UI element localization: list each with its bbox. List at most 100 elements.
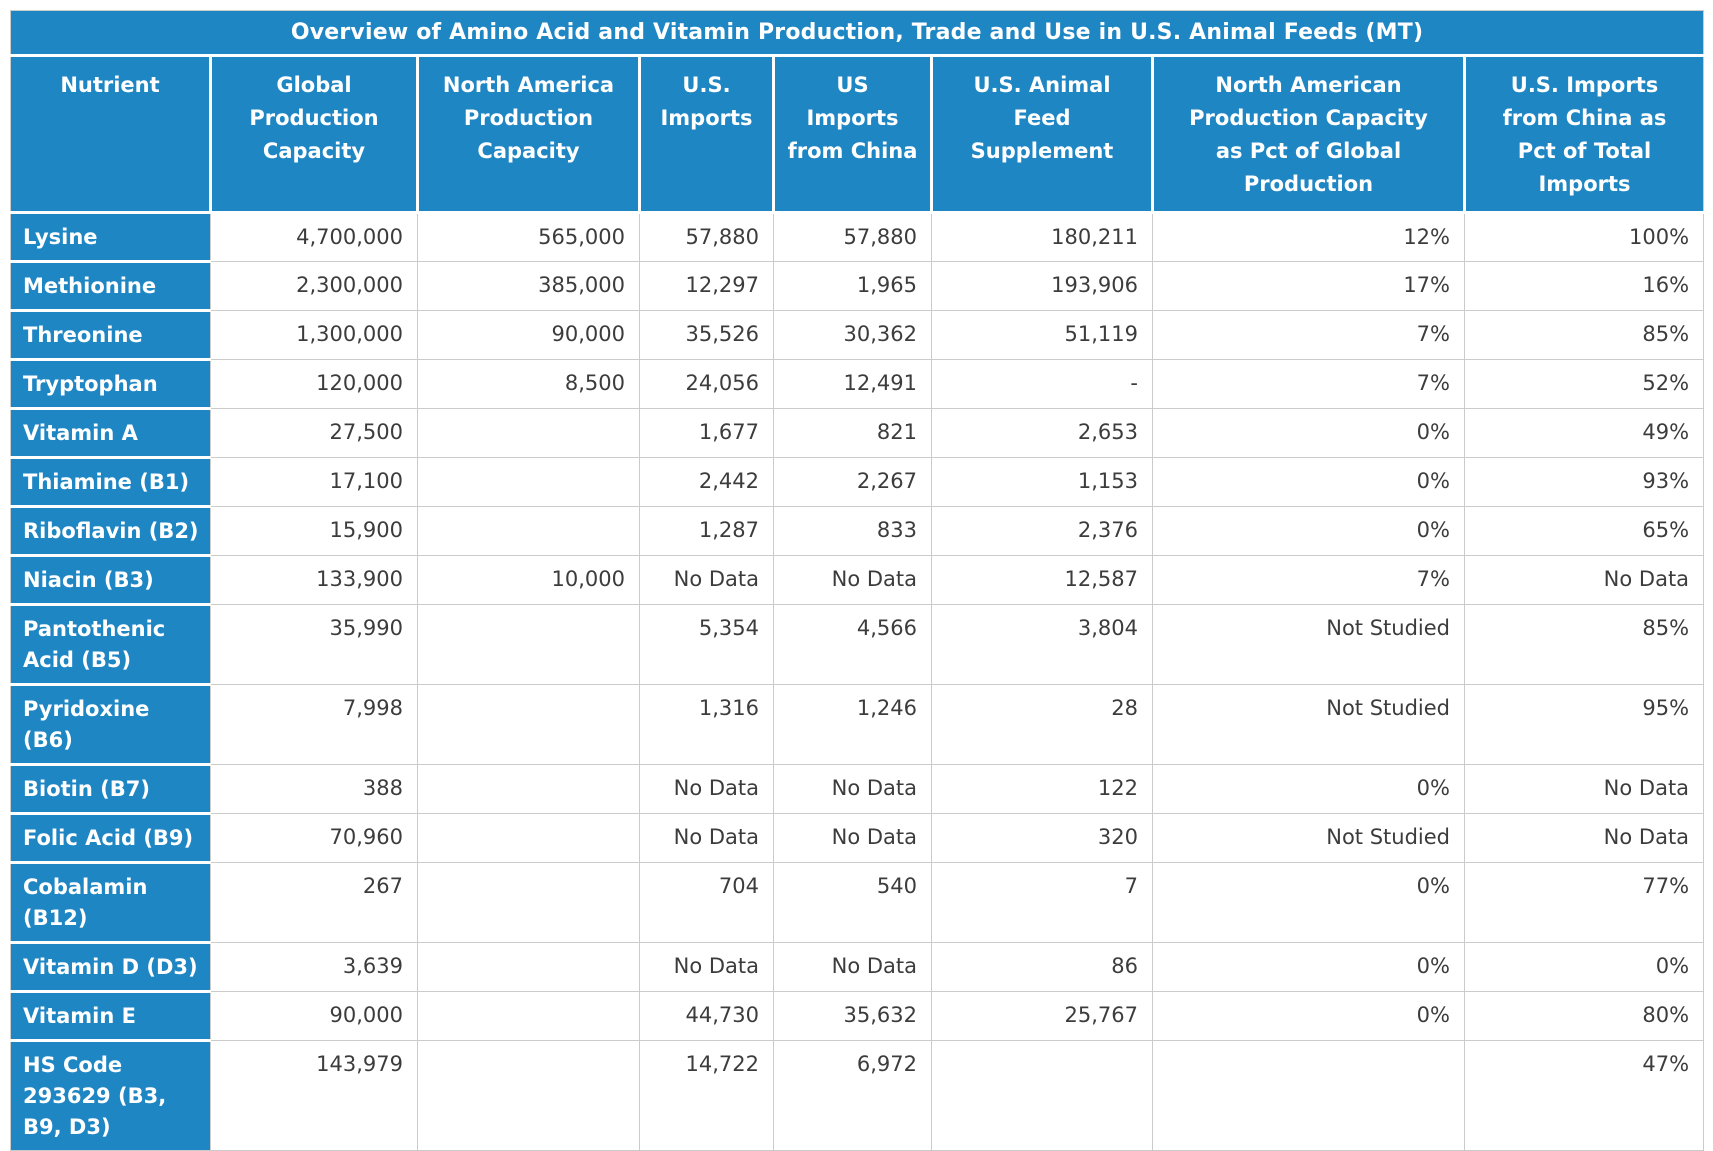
value-cell: 17,100 (210, 457, 418, 507)
value-cell: 80% (1463, 991, 1705, 1041)
nutrient-label: Vitamin D (D3) (10, 941, 211, 992)
value-cell: 7 (931, 862, 1153, 943)
nutrient-label: Pantothenic Acid (B5) (10, 603, 211, 685)
value-cell: 180,211 (931, 212, 1153, 262)
value-cell: 65% (1463, 506, 1705, 556)
value-cell: 15,900 (210, 506, 418, 556)
col-header-na-pct-global: North American Production Capacity as Pc… (1151, 55, 1465, 214)
value-cell (417, 764, 640, 814)
value-cell: 385,000 (417, 261, 640, 311)
value-cell: 70,960 (210, 813, 418, 863)
table-row: Pantothenic Acid (B5) 35,990 5,354 4,566 3,8… (10, 603, 1705, 685)
value-cell: 540 (773, 862, 932, 943)
value-cell: 1,316 (639, 684, 774, 765)
value-cell: 0% (1152, 942, 1465, 992)
col-header-china-pct-imports: U.S. Imports from China as Pct of Total … (1462, 55, 1704, 214)
value-cell (417, 604, 640, 685)
value-cell: 0% (1152, 506, 1465, 556)
title-row: Overview of Amino Acid and Vitamin Produ… (10, 10, 1704, 57)
table-row: Vitamin D (D3) 3,639 No Data No Data 86 0% 0% (10, 941, 1705, 992)
nutrient-label: Cobalamin (B12) (10, 861, 211, 943)
value-cell: No Data (639, 813, 774, 863)
nutrient-label: Methionine (10, 260, 211, 311)
value-cell: 0% (1463, 942, 1705, 992)
value-cell: 0% (1152, 862, 1465, 943)
value-cell: 2,442 (639, 457, 774, 507)
value-cell: 1,300,000 (210, 310, 418, 360)
table-row: HS Code 293629 (B3, B9, D3) 143,979 14,722… (10, 1039, 1705, 1151)
value-cell: 28 (931, 684, 1153, 765)
nutrient-label: Biotin (B7) (10, 763, 211, 814)
value-cell: 388 (210, 764, 418, 814)
value-cell: 6,972 (773, 1040, 932, 1151)
value-cell: 1,246 (773, 684, 932, 765)
value-cell: 4,700,000 (210, 212, 418, 262)
table-row: Niacin (B3) 133,900 10,000 No Data No Data 12… (10, 554, 1705, 605)
value-cell (417, 862, 640, 943)
value-cell: 12,587 (931, 555, 1153, 605)
value-cell: 0% (1152, 408, 1465, 458)
table-row: Biotin (B7) 388 No Data No Data 122 0% No Data (10, 763, 1705, 814)
nutrient-label: Tryptophan (10, 358, 211, 409)
value-cell: 133,900 (210, 555, 418, 605)
value-cell: 12% (1152, 212, 1465, 262)
table-row: Vitamin E 90,000 44,730 35,632 25,767 0% 80% (10, 990, 1705, 1041)
value-cell: 10,000 (417, 555, 640, 605)
value-cell: 35,526 (639, 310, 774, 360)
col-header-na-production: North America Production Capacity (416, 55, 640, 214)
value-cell: 30,362 (773, 310, 932, 360)
value-cell: 565,000 (417, 212, 640, 262)
value-cell: No Data (639, 942, 774, 992)
value-cell: 1,965 (773, 261, 932, 311)
value-cell (417, 1040, 640, 1151)
value-cell: 47% (1463, 1040, 1705, 1151)
value-cell: 57,880 (773, 212, 932, 262)
value-cell: 122 (931, 764, 1153, 814)
value-cell: 100% (1463, 212, 1705, 262)
value-cell: 4,566 (773, 604, 932, 685)
value-cell: 17% (1152, 261, 1465, 311)
nutrient-label: Pyridoxine (B6) (10, 683, 211, 765)
value-cell: No Data (1463, 764, 1705, 814)
value-cell: No Data (1463, 555, 1705, 605)
value-cell: No Data (773, 764, 932, 814)
nutrient-label: Riboflavin (B2) (10, 505, 211, 556)
nutrient-label: Vitamin A (10, 407, 211, 458)
value-cell: Not Studied (1152, 684, 1465, 765)
nutrient-label: Folic Acid (B9) (10, 812, 211, 863)
value-cell: 3,804 (931, 604, 1153, 685)
value-cell: 1,153 (931, 457, 1153, 507)
table-row: Cobalamin (B12) 267 704 540 7 0% 77% (10, 861, 1705, 943)
nutrient-label: Threonine (10, 309, 211, 360)
value-cell: No Data (1463, 813, 1705, 863)
table-row: Pyridoxine (B6) 7,998 1,316 1,246 28 Not Stud… (10, 683, 1705, 765)
value-cell: 85% (1463, 310, 1705, 360)
value-cell: 120,000 (210, 359, 418, 409)
table-row: Tryptophan 120,000 8,500 24,056 12,491-7% 52% (10, 358, 1705, 409)
value-cell: No Data (773, 942, 932, 992)
value-cell (417, 991, 640, 1041)
value-cell: 2,376 (931, 506, 1153, 556)
value-cell: 27,500 (210, 408, 418, 458)
value-cell: 1,287 (639, 506, 774, 556)
value-cell (417, 506, 640, 556)
value-cell: Not Studied (1152, 813, 1465, 863)
nutrient-label: Lysine (10, 211, 211, 262)
table-title: Overview of Amino Acid and Vitamin Produ… (10, 10, 1704, 57)
value-cell: 833 (773, 506, 932, 556)
table-row: Lysine 4,700,000 565,000 57,880 57,880 180,21… (10, 211, 1705, 262)
table-row: Vitamin A 27,500 1,677 821 2,653 0% 49% (10, 407, 1705, 458)
value-cell: 12,297 (639, 261, 774, 311)
value-cell: 86 (931, 942, 1153, 992)
value-cell: 5,354 (639, 604, 774, 685)
value-cell: 2,653 (931, 408, 1153, 458)
value-cell (417, 408, 640, 458)
value-cell: 0% (1152, 764, 1465, 814)
value-cell: 35,990 (210, 604, 418, 685)
col-header-us-imports-china: US Imports from China (772, 55, 932, 214)
col-header-nutrient: Nutrient (10, 55, 211, 214)
value-cell: 14,722 (639, 1040, 774, 1151)
table-row: Methionine 2,300,000 385,000 12,297 1,965 193… (10, 260, 1705, 311)
nutrient-label: Niacin (B3) (10, 554, 211, 605)
value-cell: 2,300,000 (210, 261, 418, 311)
